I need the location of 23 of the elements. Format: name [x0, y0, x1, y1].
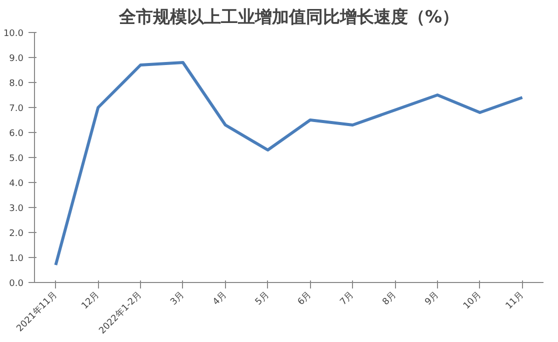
y-tick-label: 0.0	[9, 279, 24, 289]
y-tick-label: 6.0	[9, 129, 24, 139]
y-tick-label: 10.0	[3, 29, 24, 39]
x-tick-label: 4月	[211, 290, 229, 308]
x-tick-label: 5月	[254, 290, 272, 308]
chart-title: 全市规模以上工业增加值同比增长速度（%）	[118, 8, 460, 28]
y-tick-label: 5.0	[9, 154, 24, 164]
x-tick-label: 8月	[381, 290, 399, 308]
x-tick-label: 9月	[424, 290, 441, 308]
y-tick-label: 9.0	[9, 54, 24, 64]
y-tick-label: 1.0	[9, 254, 24, 264]
x-tick-label: 10月	[462, 290, 484, 312]
y-tick-label: 2.0	[9, 229, 24, 239]
x-tick-label: 12月	[80, 290, 102, 312]
x-tick-label: 3月	[169, 290, 186, 308]
y-tick-label: 8.0	[9, 79, 24, 89]
y-tick-label: 3.0	[9, 204, 24, 214]
x-tick-label: 6月	[296, 290, 314, 308]
x-tick-label: 11月	[504, 290, 526, 312]
line-series	[54, 61, 524, 266]
y-tick-label: 4.0	[9, 179, 24, 189]
y-tick-label: 7.0	[9, 104, 24, 114]
x-tick-label: 7月	[338, 290, 356, 308]
